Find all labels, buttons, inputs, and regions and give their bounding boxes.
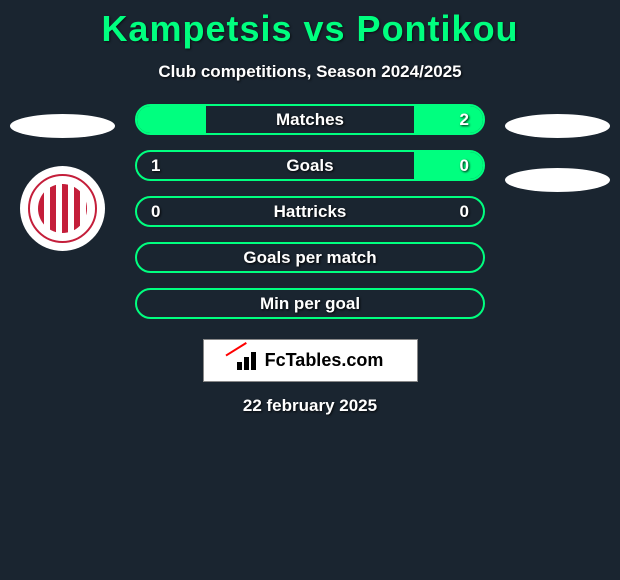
stat-bar: Min per goal — [135, 288, 485, 319]
stat-bar: Goals per match — [135, 242, 485, 273]
stat-label: Goals per match — [243, 248, 376, 268]
stat-label: Min per goal — [260, 294, 360, 314]
page-title: Kampetsis vs Pontikou — [0, 8, 620, 50]
stat-bar: Matches 2 — [135, 104, 485, 135]
date-text: 22 february 2025 — [0, 396, 620, 416]
stat-left-value: 1 — [151, 156, 160, 176]
badge-stripes — [38, 184, 87, 233]
bar-fill-left — [137, 106, 206, 133]
logo-text: FcTables.com — [265, 350, 384, 371]
stat-label: Hattricks — [274, 202, 347, 222]
player-name-placeholder — [505, 114, 610, 138]
player-club-placeholder — [505, 168, 610, 192]
stat-right-value: 0 — [460, 156, 469, 176]
bar-fill-right — [414, 106, 483, 133]
comparison-container: Kampetsis vs Pontikou Club competitions,… — [0, 0, 620, 416]
subtitle: Club competitions, Season 2024/2025 — [0, 62, 620, 82]
stat-right-value: 2 — [460, 110, 469, 130]
stat-label: Matches — [276, 110, 344, 130]
club-badge — [20, 166, 105, 251]
chart-icon — [237, 352, 259, 370]
stat-label: Goals — [286, 156, 333, 176]
stat-right-value: 0 — [460, 202, 469, 222]
left-player-column — [0, 104, 125, 251]
stat-bar: 1 Goals 0 — [135, 150, 485, 181]
right-player-column — [495, 104, 620, 192]
bar-fill-right — [414, 152, 483, 179]
stat-left-value: 0 — [151, 202, 160, 222]
source-logo: FcTables.com — [203, 339, 418, 382]
stat-bar: 0 Hattricks 0 — [135, 196, 485, 227]
stat-bars: Matches 2 1 Goals 0 0 Hattricks 0 Goals per matc… — [135, 104, 485, 319]
player-name-placeholder — [10, 114, 115, 138]
stats-area: Matches 2 1 Goals 0 0 Hattricks 0 Goals per matc… — [0, 104, 620, 416]
